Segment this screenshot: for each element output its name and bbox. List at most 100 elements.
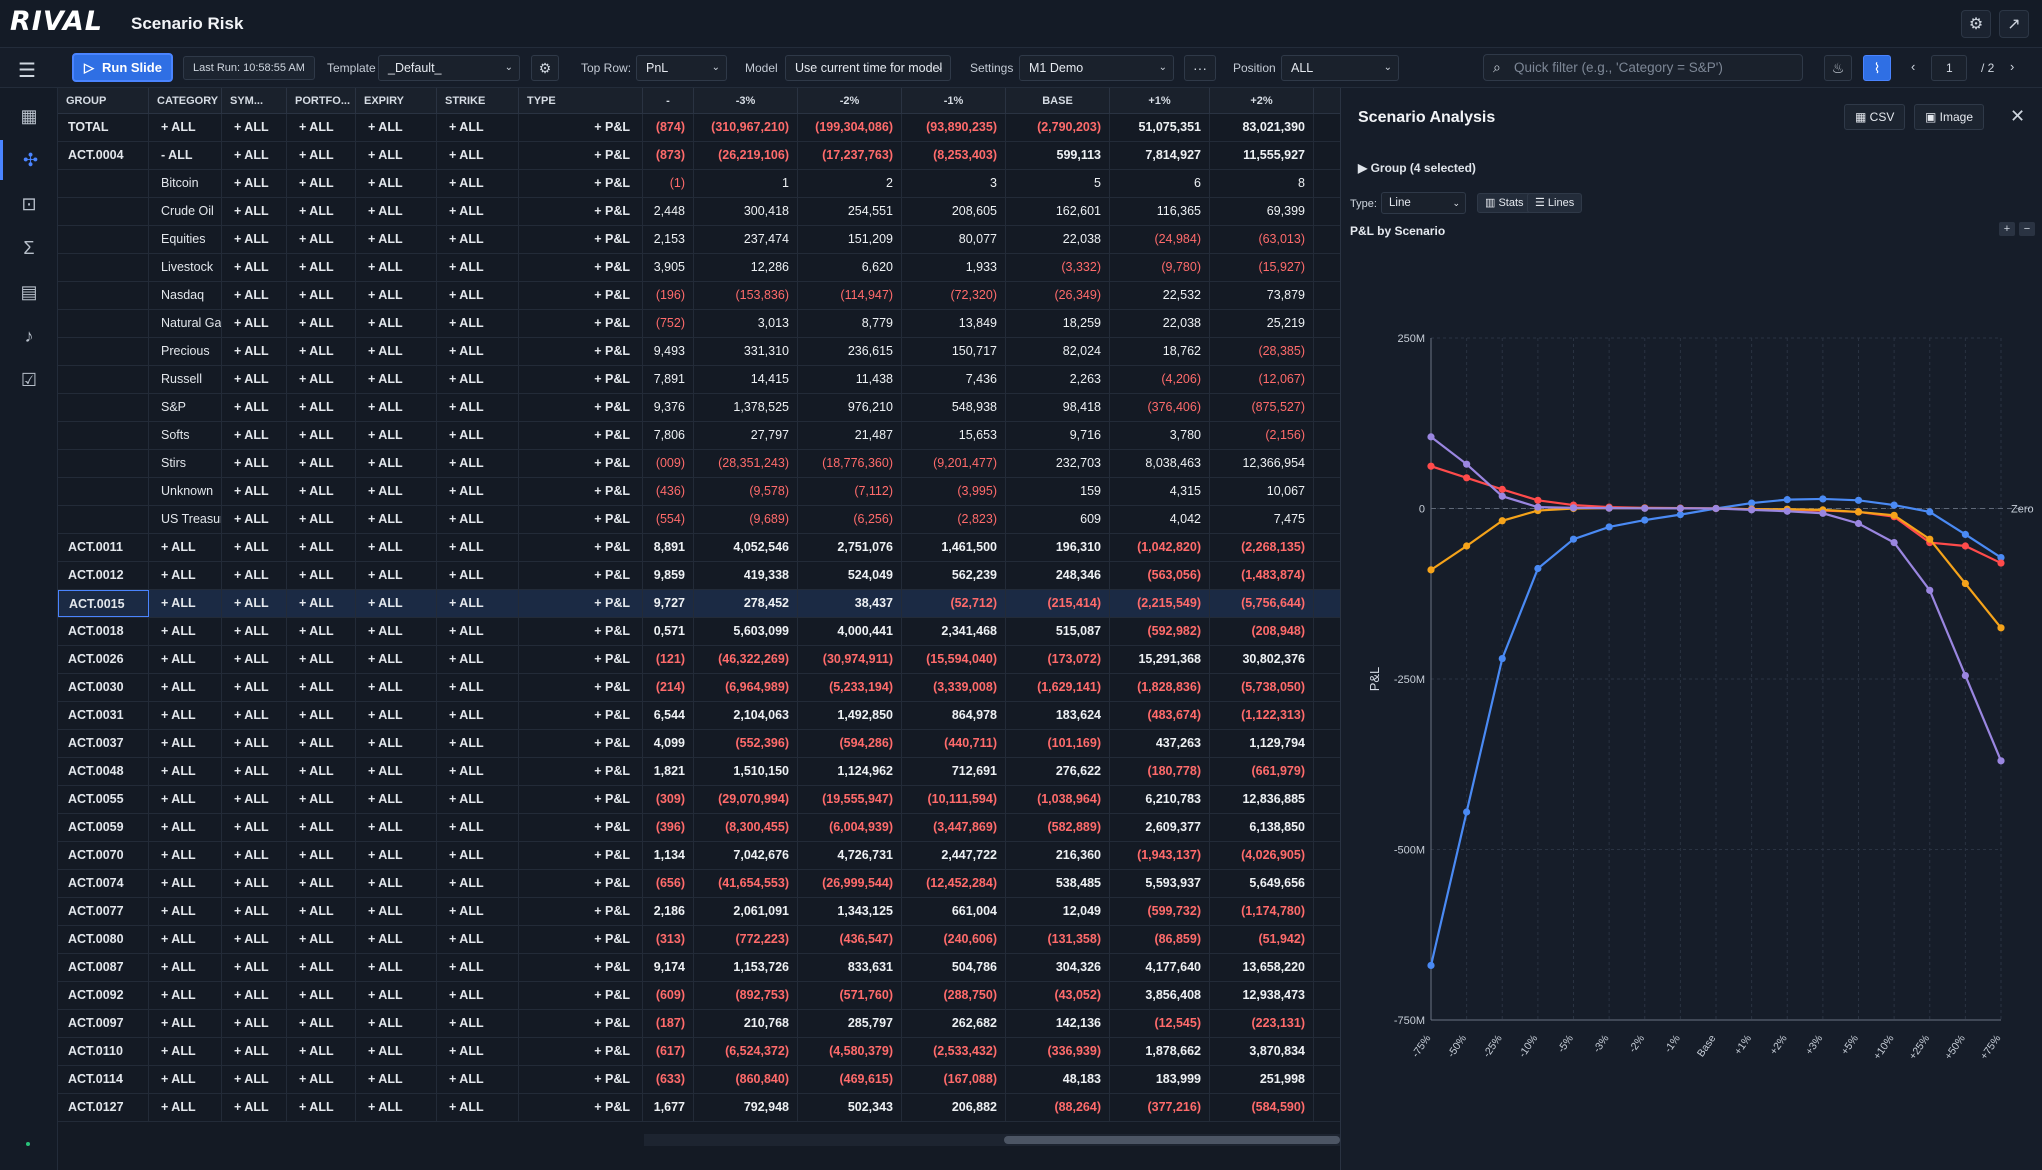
table-row[interactable]: ACT.0074 + ALL + ALL + ALL + ALL + ALL + P&L (6… xyxy=(58,870,1340,898)
expiry-cell[interactable]: + ALL xyxy=(356,226,437,253)
group-cell[interactable]: ACT.0026 xyxy=(58,646,149,673)
expiry-cell[interactable]: + ALL xyxy=(356,534,437,561)
group-cell[interactable]: ACT.0055 xyxy=(58,786,149,813)
expiry-cell[interactable]: + ALL xyxy=(356,870,437,897)
portfolio-cell[interactable]: + ALL xyxy=(287,954,356,981)
image-button[interactable]: ▣ Image xyxy=(1914,104,1985,130)
symbol-cell[interactable]: + ALL xyxy=(222,254,287,281)
category-cell[interactable]: Stirs xyxy=(149,450,222,477)
strike-cell[interactable]: + ALL xyxy=(437,478,519,505)
type-cell[interactable]: + P&L xyxy=(519,478,643,505)
portfolio-cell[interactable]: + ALL xyxy=(287,170,356,197)
table-row[interactable]: Unknown + ALL + ALL + ALL + ALL + P&L (436) (9,… xyxy=(58,478,1340,506)
expiry-cell[interactable]: + ALL xyxy=(356,338,437,365)
symbol-cell[interactable]: + ALL xyxy=(222,758,287,785)
table-row[interactable]: Bitcoin + ALL + ALL + ALL + ALL + P&L (1) 1 2 3 5 6… xyxy=(58,170,1340,198)
group-toggle[interactable]: ▶ Group (4 selected) xyxy=(1358,161,1476,175)
group-cell[interactable] xyxy=(58,226,149,253)
expiry-cell[interactable]: + ALL xyxy=(356,590,437,617)
strike-cell[interactable]: + ALL xyxy=(437,142,519,169)
symbol-cell[interactable]: + ALL xyxy=(222,870,287,897)
portfolio-cell[interactable]: + ALL xyxy=(287,1038,356,1065)
portfolio-cell[interactable]: + ALL xyxy=(287,1066,356,1093)
group-cell[interactable]: ACT.0074 xyxy=(58,870,149,897)
column-header[interactable]: -2% xyxy=(798,88,902,114)
group-cell[interactable] xyxy=(58,450,149,477)
group-cell[interactable] xyxy=(58,282,149,309)
bell-icon[interactable]: ♪ xyxy=(24,325,34,346)
category-cell[interactable]: + ALL xyxy=(149,758,222,785)
column-header[interactable]: GROUP xyxy=(58,88,149,114)
type-cell[interactable]: + P&L xyxy=(519,282,643,309)
group-cell[interactable]: ACT.0092 xyxy=(58,982,149,1009)
expiry-cell[interactable]: + ALL xyxy=(356,982,437,1009)
symbol-cell[interactable]: + ALL xyxy=(222,422,287,449)
table-row[interactable]: Softs + ALL + ALL + ALL + ALL + P&L 7,806 27,79… xyxy=(58,422,1340,450)
portfolio-cell[interactable]: + ALL xyxy=(287,114,356,141)
expiry-cell[interactable]: + ALL xyxy=(356,170,437,197)
type-cell[interactable]: + P&L xyxy=(519,786,643,813)
category-cell[interactable]: Softs xyxy=(149,422,222,449)
strike-cell[interactable]: + ALL xyxy=(437,366,519,393)
portfolio-cell[interactable]: + ALL xyxy=(287,478,356,505)
strike-cell[interactable]: + ALL xyxy=(437,170,519,197)
group-cell[interactable]: ACT.0127 xyxy=(58,1094,149,1121)
type-cell[interactable]: + P&L xyxy=(519,1094,643,1121)
portfolio-cell[interactable]: + ALL xyxy=(287,366,356,393)
symbol-cell[interactable]: + ALL xyxy=(222,786,287,813)
category-cell[interactable]: + ALL xyxy=(149,926,222,953)
category-cell[interactable]: Russell xyxy=(149,366,222,393)
type-cell[interactable]: + P&L xyxy=(519,226,643,253)
expiry-cell[interactable]: + ALL xyxy=(356,422,437,449)
table-row[interactable]: ACT.0087 + ALL + ALL + ALL + ALL + ALL + P&L 9,… xyxy=(58,954,1340,982)
category-cell[interactable]: Nasdaq xyxy=(149,282,222,309)
type-cell[interactable]: + P&L xyxy=(519,926,643,953)
strike-cell[interactable]: + ALL xyxy=(437,646,519,673)
group-cell[interactable]: ACT.0031 xyxy=(58,702,149,729)
category-cell[interactable]: + ALL xyxy=(149,982,222,1009)
strike-cell[interactable]: + ALL xyxy=(437,226,519,253)
csv-button[interactable]: ▦ CSV xyxy=(1844,104,1906,130)
group-cell[interactable] xyxy=(58,310,149,337)
chart-toggle-icon[interactable]: ⌇ xyxy=(1863,55,1891,81)
category-cell[interactable]: - ALL xyxy=(149,142,222,169)
portfolio-cell[interactable]: + ALL xyxy=(287,1094,356,1121)
strike-cell[interactable]: + ALL xyxy=(437,1038,519,1065)
symbol-cell[interactable]: + ALL xyxy=(222,618,287,645)
type-cell[interactable]: + P&L xyxy=(519,394,643,421)
table-row[interactable]: ACT.0026 + ALL + ALL + ALL + ALL + ALL + P&L (1… xyxy=(58,646,1340,674)
table-row[interactable]: Russell + ALL + ALL + ALL + ALL + P&L 7,891 14,… xyxy=(58,366,1340,394)
strike-cell[interactable]: + ALL xyxy=(437,534,519,561)
table-row[interactable]: ACT.0037 + ALL + ALL + ALL + ALL + ALL + P&L 4,… xyxy=(58,730,1340,758)
symbol-cell[interactable]: + ALL xyxy=(222,842,287,869)
table-row[interactable]: US Treasury+ ALL+ ALL+ ALL+ ALL+ P&L(554… xyxy=(58,506,1340,534)
portfolio-cell[interactable]: + ALL xyxy=(287,786,356,813)
expiry-cell[interactable]: + ALL xyxy=(356,758,437,785)
expiry-cell[interactable]: + ALL xyxy=(356,786,437,813)
type-cell[interactable]: + P&L xyxy=(519,1038,643,1065)
prev-page-icon[interactable]: ‹ xyxy=(1911,59,1916,74)
group-cell[interactable]: ACT.0011 xyxy=(58,534,149,561)
table-row[interactable]: ACT.0015 + ALL + ALL + ALL + ALL + ALL + P&L 9,… xyxy=(58,590,1340,618)
expiry-cell[interactable]: + ALL xyxy=(356,506,437,533)
expiry-cell[interactable]: + ALL xyxy=(356,282,437,309)
category-cell[interactable]: US Treasury xyxy=(149,506,222,533)
strike-cell[interactable]: + ALL xyxy=(437,338,519,365)
category-cell[interactable]: + ALL xyxy=(149,114,222,141)
category-cell[interactable]: Bitcoin xyxy=(149,170,222,197)
group-cell[interactable]: ACT.0030 xyxy=(58,674,149,701)
type-cell[interactable]: + P&L xyxy=(519,338,643,365)
group-cell[interactable]: ACT.0070 xyxy=(58,842,149,869)
expiry-cell[interactable]: + ALL xyxy=(356,730,437,757)
expiry-cell[interactable]: + ALL xyxy=(356,1066,437,1093)
portfolio-cell[interactable]: + ALL xyxy=(287,646,356,673)
column-header[interactable]: CATEGORY xyxy=(149,88,222,114)
group-cell[interactable]: ACT.0097 xyxy=(58,1010,149,1037)
column-header[interactable]: +2% xyxy=(1210,88,1314,114)
group-cell[interactable]: ACT.0059 xyxy=(58,814,149,841)
table-row[interactable]: ACT.0114 + ALL + ALL + ALL + ALL + ALL + P&L (6… xyxy=(58,1066,1340,1094)
expiry-cell[interactable]: + ALL xyxy=(356,702,437,729)
column-header[interactable]: SYM... xyxy=(222,88,287,114)
strike-cell[interactable]: + ALL xyxy=(437,674,519,701)
category-cell[interactable]: + ALL xyxy=(149,702,222,729)
